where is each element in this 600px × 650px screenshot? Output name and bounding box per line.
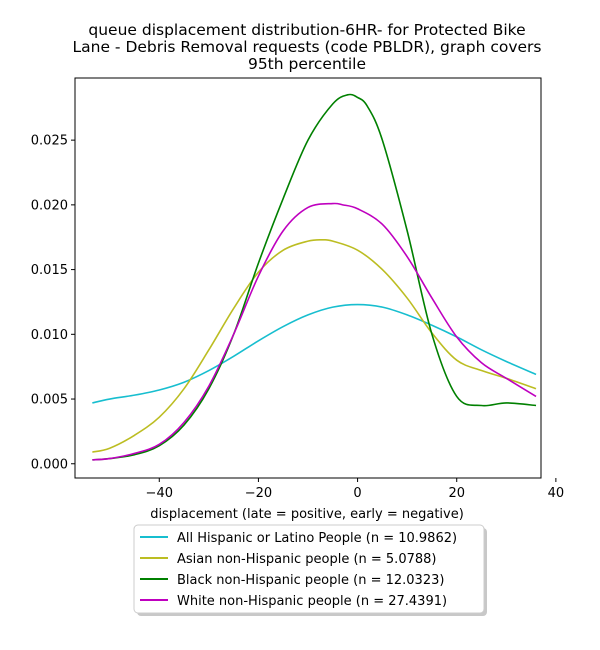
x-tick-label: −40 xyxy=(146,486,173,501)
chart-title-line-1: queue displacement distribution-6HR- for… xyxy=(88,21,525,39)
plot-area-frame xyxy=(74,77,542,479)
series-line-3 xyxy=(92,93,537,461)
chart-title: queue displacement distribution-6HR- for… xyxy=(73,21,542,73)
ticks-layer: −40 −20 0 20 40 0.000 0.005 0.010 0.015 0.020 0.02… xyxy=(31,134,564,501)
x-tick-label: 0 xyxy=(353,486,361,501)
legend-box xyxy=(133,524,485,614)
legend-label-2: Asian non-Hispanic people (n = 5.0788) xyxy=(177,552,436,567)
x-tick-label: 20 xyxy=(448,486,465,501)
y-tick-label: 0.025 xyxy=(31,134,68,149)
x-tick-label: 40 xyxy=(548,486,565,501)
legend-items: All Hispanic or Latino People (n = 10.98… xyxy=(140,531,457,609)
x-axis-label: displacement (late = positive, early = n… xyxy=(150,507,464,522)
y-tick-label: 0.015 xyxy=(31,263,68,278)
legend: All Hispanic or Latino People (n = 10.98… xyxy=(133,524,487,616)
chart-title-line-2: Lane - Debris Removal requests (code PBL… xyxy=(73,38,542,56)
series-line-1 xyxy=(92,303,537,404)
y-tick-label: 0.005 xyxy=(31,393,68,408)
y-tick-label: 0.000 xyxy=(31,457,68,472)
series-layer xyxy=(92,93,537,461)
legend-label-3: Black non-Hispanic people (n = 12.0323) xyxy=(177,573,444,588)
series-line-2 xyxy=(92,238,537,453)
chart-title-line-3: 95th percentile xyxy=(248,55,366,73)
x-tick-label: −20 xyxy=(245,486,272,501)
legend-label-4: White non-Hispanic people (n = 27.4391) xyxy=(177,594,447,609)
y-tick-label: 0.020 xyxy=(31,198,68,213)
y-tick-label: 0.010 xyxy=(31,328,68,343)
legend-label-1: All Hispanic or Latino People (n = 10.98… xyxy=(177,531,457,546)
series-line-4 xyxy=(92,202,537,461)
